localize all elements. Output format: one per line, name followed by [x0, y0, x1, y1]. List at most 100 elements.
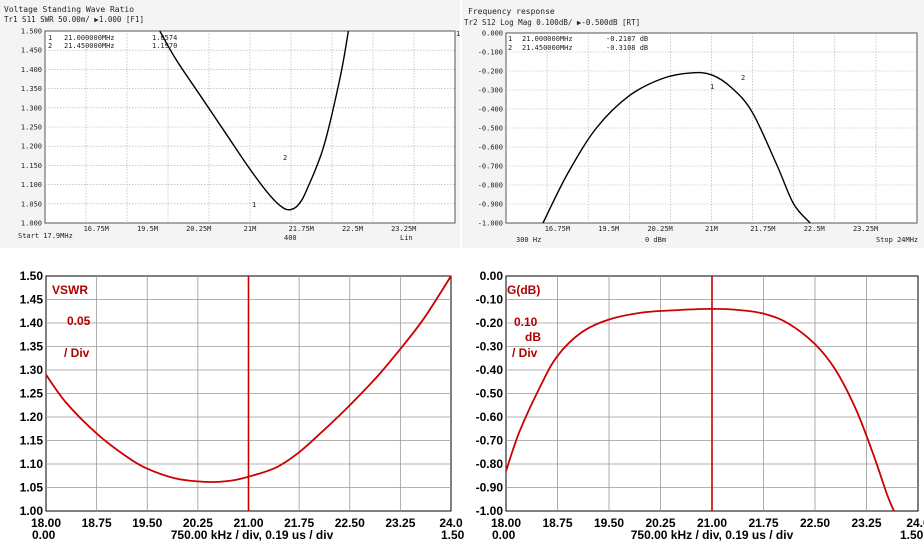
x-tick-label: 18.75 [542, 516, 572, 530]
x-tick-label: 22.5M [342, 225, 363, 233]
x-tick-label: 20.25M [186, 225, 211, 233]
sim-gain-trace [505, 307, 895, 512]
y-tick-label: -0.100 [478, 49, 503, 57]
x-tick-label: 20.25M [647, 225, 672, 233]
x-tick-label: 21.75 [284, 516, 314, 530]
vna-vswr-ref-marker: 1 [456, 30, 460, 38]
vna-vswr-points-label: 400 [284, 234, 297, 242]
vna-vswr-point-markers: 1 2 [252, 154, 287, 209]
vna-freq-marker-2-label: 2 [508, 44, 512, 52]
vna-freq-panel: Frequency response Tr2 S12 Log Mag 0.100… [462, 0, 924, 248]
x-tick-label: 18.75 [82, 516, 112, 530]
y-tick-label: 1.050 [21, 200, 42, 208]
sim-gain-x-sub-right: 1.50 [900, 528, 924, 542]
vna-freq-title: Frequency response [468, 7, 555, 16]
y-tick-label: 1.00 [20, 504, 44, 518]
vna-freq-marker-2-tag: 2 [741, 74, 745, 82]
x-tick-label: 20.25 [645, 516, 675, 530]
sim-vswr-xlabel: 750.00 kHz / div, 0.19 us / div [171, 528, 334, 542]
y-tick-label: 1.100 [21, 181, 42, 189]
sim-gain-xlabel: 750.00 kHz / div, 0.19 us / div [631, 528, 794, 542]
x-tick-label: 21.75M [750, 225, 775, 233]
y-tick-label: 0.00 [480, 269, 504, 283]
y-tick-label: 1.400 [21, 66, 42, 74]
y-tick-label: -0.200 [478, 68, 503, 76]
y-tick-label: 1.000 [21, 220, 42, 228]
x-tick-label: 19.5M [598, 225, 619, 233]
y-tick-label: 1.500 [21, 28, 42, 36]
sim-gain-unit: dB [525, 330, 541, 344]
sim-vswr-x-sub-right: 1.50 [441, 528, 465, 542]
y-tick-label: 1.450 [21, 47, 42, 55]
y-tick-label: 1.250 [21, 124, 42, 132]
x-tick-label: 21.00 [697, 516, 727, 530]
y-tick-label: 1.45 [20, 293, 44, 307]
y-tick-label: -0.400 [478, 106, 503, 114]
vna-vswr-marker-table: 1 21.000000MHz 1.0574 2 21.450000MHz 1.1… [48, 34, 177, 50]
sim-vswr-trace [45, 275, 452, 483]
vna-freq-marker-1-freq: 21.000000MHz [522, 35, 573, 43]
y-tick-label: -0.80 [476, 457, 504, 471]
x-tick-label: 24.0 [906, 516, 924, 530]
x-tick-label: 19.50 [594, 516, 624, 530]
sim-gain-ylabel: G(dB) [507, 283, 540, 297]
vna-vswr-x-ticks: 16.75M 19.5M 20.25M 21M 21.75M 22.5M 23.25M [84, 225, 417, 233]
x-tick-label: 24.0 [439, 516, 463, 530]
y-tick-label: -0.20 [476, 316, 504, 330]
y-tick-label: 1.200 [21, 143, 42, 151]
sim-gain-x-sub-left: 0.00 [492, 528, 516, 542]
vna-vswr-y-ticks: 1.500 1.450 1.400 1.350 1.300 1.250 1.200 1.150… [21, 28, 42, 228]
x-tick-label: 19.50 [132, 516, 162, 530]
y-tick-label: -0.30 [476, 340, 504, 354]
vna-vswr-marker-1-value: 1.0574 [152, 34, 177, 42]
sim-gain-x-ticks: 18.00 18.75 19.50 20.25 21.00 21.75 22.50 23.25… [491, 516, 924, 530]
x-tick-label: 22.5M [804, 225, 825, 233]
vna-freq-point-markers: 1 2 [710, 74, 745, 91]
y-tick-label: 1.50 [20, 269, 44, 283]
vna-freq-marker-1-label: 1 [508, 35, 512, 43]
vna-vswr-panel: Voltage Standing Wave Ratio Tr1 S11 SWR … [0, 0, 460, 248]
sim-vswr-scale: 0.05 [67, 314, 91, 328]
vna-freq-marker-2-freq: 21.450000MHz [522, 44, 573, 52]
y-tick-label: -0.600 [478, 144, 503, 152]
x-tick-label: 21.00 [233, 516, 263, 530]
vna-vswr-marker-2-freq: 21.450000MHz [64, 42, 115, 50]
y-tick-label: -0.500 [478, 125, 503, 133]
vna-freq-marker-1-tag: 1 [710, 83, 714, 91]
y-tick-label: 0.000 [482, 30, 503, 38]
y-tick-label: -0.300 [478, 87, 503, 95]
vna-vswr-marker-2-value: 1.1970 [152, 42, 177, 50]
y-tick-label: -0.60 [476, 410, 504, 424]
x-tick-label: 23.25M [853, 225, 878, 233]
vna-vswr-start-label: Start 17.9MHz [18, 232, 73, 240]
sim-vswr-per-div: / Div [64, 346, 90, 360]
y-tick-label: -0.90 [476, 481, 504, 495]
sim-gain-per-div: / Div [512, 346, 538, 360]
y-tick-label: -1.00 [476, 504, 504, 518]
y-tick-label: 1.05 [20, 481, 44, 495]
x-tick-label: 23.25 [385, 516, 415, 530]
y-tick-label: 1.15 [20, 434, 44, 448]
sim-gain-y-ticks: 0.00 -0.10 -0.20 -0.30 -0.40 -0.50 -0.60 -0.70 -… [476, 269, 504, 518]
y-tick-label: 1.350 [21, 85, 42, 93]
vna-freq-y-ticks: 0.000 -0.100 -0.200 -0.300 -0.400 -0.500 -0.60… [478, 30, 503, 228]
y-tick-label: 1.30 [20, 363, 44, 377]
y-tick-label: 1.20 [20, 410, 44, 424]
vna-vswr-title: Voltage Standing Wave Ratio [4, 5, 134, 14]
vna-vswr-marker-1-freq: 21.000000MHz [64, 34, 115, 42]
y-tick-label: 1.25 [20, 387, 44, 401]
vna-vswr-marker-1-tag: 1 [252, 201, 256, 209]
x-tick-label: 21M [705, 225, 718, 233]
x-tick-label: 21M [244, 225, 257, 233]
vna-vswr-header: Tr1 S11 SWR 50.00m/ ▶1.000 [F1] [4, 15, 144, 24]
vna-vswr-marker-2-label: 2 [48, 42, 52, 50]
vna-freq-marker-2-value: -0.3108 dB [606, 44, 648, 52]
sim-vswr-ylabel: VSWR [52, 283, 88, 297]
vna-freq-stop-label: Stop 24MHz [876, 236, 918, 244]
sim-gain-panel: 0.00 -0.10 -0.20 -0.30 -0.40 -0.50 -0.60 -0.70 -… [476, 269, 924, 542]
x-tick-label: 16.75M [545, 225, 570, 233]
y-tick-label: -1.000 [478, 220, 503, 228]
x-tick-label: 22.50 [800, 516, 830, 530]
vna-vswr-trace [159, 30, 350, 211]
